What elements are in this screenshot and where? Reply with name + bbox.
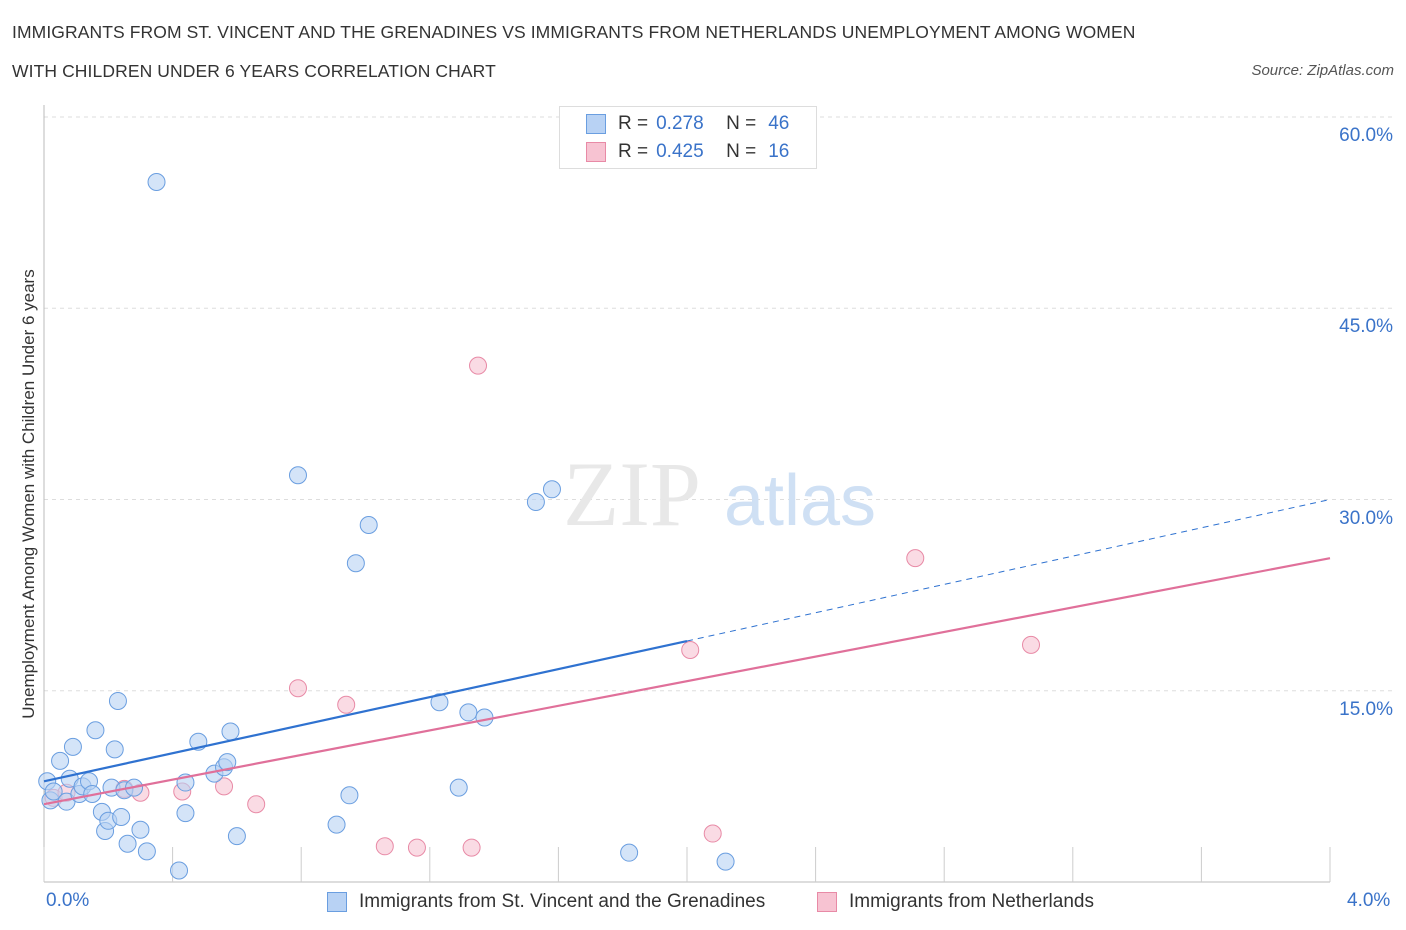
chart-title-line2: WITH CHILDREN UNDER 6 YEARS CORRELATION …: [12, 61, 496, 81]
pink-point: [337, 695, 356, 714]
x-tick-label-max: 4.0%: [1347, 890, 1391, 911]
blue-point: [288, 466, 307, 485]
pink-point: [407, 838, 426, 857]
blue-point: [63, 737, 82, 756]
x-tick-label-min: 0.0%: [46, 890, 90, 911]
blue-point: [170, 861, 189, 880]
correlation-legend: R = 0.278 N = 46 R = 0.425 N = 16: [559, 106, 817, 169]
watermark-atlas: atlas: [724, 461, 876, 541]
chart-title-line1: IMMIGRANTS FROM ST. VINCENT AND THE GREN…: [12, 22, 1136, 42]
pink-point: [469, 356, 488, 375]
legend-blue-r-value: 0.278: [656, 113, 704, 134]
pink-point: [462, 838, 481, 857]
blue-point: [340, 786, 359, 805]
legend-blue-n-value: 46: [768, 113, 790, 134]
blue-point: [51, 751, 70, 770]
blue-point: [44, 782, 63, 801]
blue-point: [112, 807, 131, 826]
source-attribution: Source: ZipAtlas.com: [1251, 62, 1394, 79]
bottom-legend-blue-label: Immigrants from St. Vincent and the Gren…: [359, 891, 766, 912]
legend-pink-n-label: N =: [726, 141, 757, 162]
pink-point: [906, 549, 925, 568]
legend-pink-swatch: [586, 142, 606, 162]
blue-point: [475, 708, 494, 727]
blue-point: [227, 827, 246, 846]
blue-point: [118, 834, 137, 853]
blue-point: [620, 843, 639, 862]
y-tick-label: 60.0%: [1339, 125, 1393, 146]
blue-point: [716, 852, 735, 871]
gridlines: [44, 116, 1395, 692]
bottom-legend-pink: Immigrants from Netherlands: [817, 890, 1094, 914]
legend-pink-r-label: R =: [618, 141, 649, 162]
legend-pink-r-value: 0.425: [656, 141, 704, 162]
blue-point: [526, 493, 545, 512]
bottom-legend-pink-label: Immigrants from Netherlands: [849, 891, 1094, 912]
pink-point: [375, 837, 394, 856]
bottom-legend-blue-swatch: [327, 892, 347, 912]
legend-pink-n-value: 16: [768, 141, 790, 162]
blue-point: [327, 815, 346, 834]
pink-point: [215, 777, 234, 796]
pink-trendline: [43, 557, 1331, 806]
pink-point: [288, 679, 307, 698]
blue-point: [218, 753, 237, 772]
bottom-legend-blue: Immigrants from St. Vincent and the Gren…: [327, 890, 765, 914]
blue-point: [449, 778, 468, 797]
y-tick-label: 30.0%: [1339, 507, 1393, 529]
blue-trendline: [43, 639, 688, 783]
y-tick-label: 15.0%: [1339, 698, 1393, 720]
blue-point: [221, 722, 240, 741]
pink-point: [703, 824, 722, 843]
blue-point: [430, 693, 449, 712]
pink-point: [1022, 635, 1041, 654]
bottom-legend-pink-swatch: [817, 892, 837, 912]
blue-point: [137, 842, 156, 861]
legend-row-blue: R = 0.278 N = 46: [586, 112, 789, 136]
watermark: ZIP atlas: [563, 443, 876, 545]
blue-point: [108, 691, 127, 710]
blue-point: [542, 480, 561, 499]
blue-point: [359, 516, 378, 534]
blue-point: [459, 703, 478, 722]
blue-point: [346, 554, 365, 573]
legend-blue-r-label: R =: [618, 113, 649, 134]
legend-row-pink: R = 0.425 N = 16: [586, 140, 789, 164]
y-tick-label: 45.0%: [1339, 316, 1393, 338]
legend-blue-swatch: [586, 114, 606, 134]
blue-series-points: [38, 173, 735, 880]
blue-point: [105, 740, 124, 759]
legend-blue-n-label: N =: [726, 113, 757, 134]
pink-point: [681, 640, 700, 659]
blue-point: [147, 173, 166, 192]
blue-point: [176, 804, 195, 823]
trendlines: [43, 499, 1331, 806]
blue-point: [131, 820, 150, 839]
blue-point: [86, 721, 105, 740]
pink-point: [247, 795, 266, 814]
watermark-zip: ZIP: [563, 443, 701, 545]
